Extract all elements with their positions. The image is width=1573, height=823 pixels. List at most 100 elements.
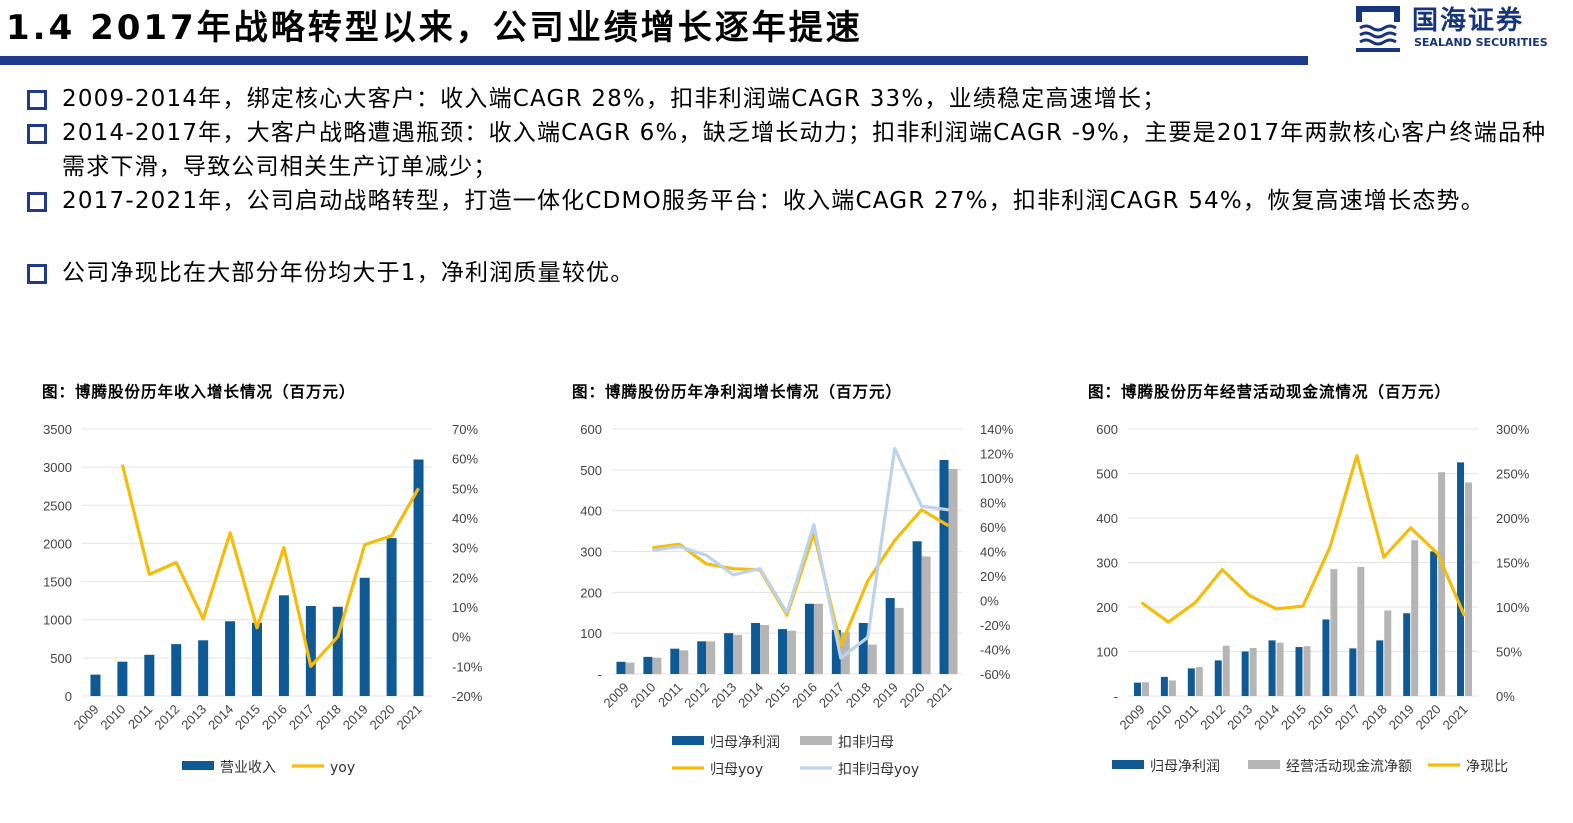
bullet-square-icon bbox=[27, 264, 47, 284]
line-扣非归母yoy bbox=[652, 447, 949, 660]
legend-label: 归母净利润 bbox=[1150, 758, 1220, 775]
legend-swatch-归母净利润 bbox=[1112, 760, 1144, 769]
bar-归母净利润 bbox=[804, 603, 814, 674]
x-tick-label: 2015 bbox=[1278, 702, 1309, 733]
legend-label: 净现比 bbox=[1466, 759, 1508, 775]
x-tick-label: 2016 bbox=[1305, 702, 1336, 733]
bar-扣非归母 bbox=[679, 650, 689, 674]
bar-归母净利润 bbox=[751, 622, 761, 674]
y-tick-label: 200 bbox=[1096, 600, 1118, 615]
x-tick-label: 2020 bbox=[897, 680, 928, 711]
bar-经营活动现金流净额 bbox=[1195, 667, 1203, 696]
x-tick-label: 2010 bbox=[1143, 702, 1174, 733]
legend-swatch-营业收入 bbox=[182, 761, 214, 770]
y2-tick-label: 70% bbox=[452, 422, 478, 437]
sealand-logo-icon bbox=[1356, 6, 1400, 52]
x-tick-label: 2015 bbox=[232, 702, 263, 733]
bar-扣非归母 bbox=[787, 630, 796, 674]
y-tick-label: 600 bbox=[580, 422, 602, 437]
bar-归母净利润 bbox=[1430, 551, 1438, 696]
legend-swatch-扣非归母 bbox=[800, 736, 832, 745]
bar-归母净利润 bbox=[831, 629, 841, 674]
company-logo: 国海证券 SEALAND SECURITIES bbox=[1352, 2, 1567, 54]
bar-营业收入 bbox=[144, 654, 155, 696]
bar-扣非归母 bbox=[625, 662, 635, 674]
y2-tick-label: 50% bbox=[1496, 645, 1522, 660]
chart-title: 图：博腾股份历年收入增长情况（百万元） bbox=[42, 383, 356, 401]
x-tick-label: 2021 bbox=[924, 680, 955, 711]
y2-tick-label: 300% bbox=[1496, 422, 1530, 437]
page-title: 1.4 2017年战略转型以来，公司业绩增长逐年提速 bbox=[6, 8, 863, 48]
x-tick-label: 2014 bbox=[1251, 702, 1282, 733]
y-tick-label: 500 bbox=[580, 463, 602, 478]
bullet-item: 2009-2014年，绑定核心大客户：收入端CAGR 28%，扣非利润端CAGR… bbox=[26, 82, 1566, 116]
y-tick-label: 1500 bbox=[43, 575, 72, 590]
bar-归母净利润 bbox=[1187, 668, 1195, 696]
y2-tick-label: 20% bbox=[452, 570, 478, 585]
bar-扣非归母 bbox=[894, 607, 904, 674]
x-tick-label: 2018 bbox=[1359, 702, 1390, 733]
bullet-text: 公司净现比在大部分年份均大于1，净利润质量较优。 bbox=[62, 260, 635, 286]
y2-tick-label: 40% bbox=[452, 511, 478, 526]
y-tick-label: 400 bbox=[1096, 511, 1118, 526]
y2-tick-label: -40% bbox=[980, 643, 1011, 658]
bar-归母净利润 bbox=[697, 641, 707, 674]
revenue-chart-panel: 图：博腾股份历年收入增长情况（百万元） 0 500 1000 1500 2000 2500… bbox=[42, 380, 562, 800]
y-tick-label: 2000 bbox=[43, 536, 72, 551]
revenue-chart: 0 500 1000 1500 2000 2500 3000 3500 -20% -10% 0% 10… bbox=[43, 422, 483, 776]
y-tick-label: 300 bbox=[580, 545, 602, 560]
logo-english-name: SEALAND SECURITIES bbox=[1414, 36, 1548, 49]
y2-tick-label: -20% bbox=[452, 689, 483, 704]
y2-tick-label: 250% bbox=[1496, 467, 1530, 482]
y2-tick-label: 140% bbox=[980, 422, 1014, 437]
line-yoy bbox=[120, 464, 420, 668]
x-tick-label: 2009 bbox=[71, 702, 102, 733]
legend-label: 扣非归母yoy bbox=[838, 761, 919, 778]
y-tick-label: 100 bbox=[580, 626, 602, 641]
bar-归母净利润 bbox=[1241, 651, 1249, 696]
y-tick-label: - bbox=[1114, 689, 1118, 704]
x-tick-label: 2012 bbox=[681, 680, 712, 711]
chart-title: 图：博腾股份历年经营活动现金流情况（百万元） bbox=[1088, 383, 1452, 401]
x-tick-label: 2013 bbox=[708, 680, 739, 711]
bar-归母净利润 bbox=[1133, 682, 1141, 696]
y-tick-label: 400 bbox=[580, 504, 602, 519]
y2-tick-label: -60% bbox=[980, 667, 1011, 682]
bar-经营活动现金流净额 bbox=[1411, 540, 1419, 696]
x-tick-label: 2009 bbox=[1117, 702, 1148, 733]
x-tick-label: 2016 bbox=[789, 680, 820, 711]
x-tick-label: 2012 bbox=[151, 702, 182, 733]
bar-归母净利润 bbox=[643, 656, 653, 674]
bar-经营活动现金流净额 bbox=[1384, 610, 1392, 696]
bar-归母净利润 bbox=[1322, 619, 1330, 696]
bar-营业收入 bbox=[305, 605, 316, 696]
y2-tick-label: -20% bbox=[980, 618, 1011, 633]
x-tick-label: 2017 bbox=[1332, 702, 1363, 733]
y2-tick-label: 120% bbox=[980, 447, 1014, 462]
x-tick-label: 2012 bbox=[1197, 702, 1228, 733]
x-tick-label: 2013 bbox=[1224, 702, 1255, 733]
net-profit-chart-panel: 图：博腾股份历年净利润增长情况（百万元） - 100 200 300 400 500 600… bbox=[572, 380, 1092, 800]
line-净现比 bbox=[1140, 454, 1466, 624]
legend-label: 营业收入 bbox=[220, 760, 276, 776]
y-tick-label: 100 bbox=[1096, 645, 1118, 660]
x-tick-label: 2020 bbox=[1413, 702, 1444, 733]
line-归母yoy bbox=[652, 508, 950, 648]
net-profit-chart: - 100 200 300 400 500 600 -60% -40% -20% 0% 20% 40% 6… bbox=[580, 422, 1014, 778]
y2-tick-label: 100% bbox=[1496, 600, 1530, 615]
bar-归母净利润 bbox=[939, 460, 949, 674]
logo-chinese-name: 国海证券 bbox=[1412, 6, 1525, 36]
y2-tick-label: 80% bbox=[980, 496, 1006, 511]
legend-swatch-归母净利润 bbox=[672, 736, 704, 745]
title-underline bbox=[0, 56, 1308, 65]
bar-归母净利润 bbox=[885, 598, 895, 674]
bar-归母净利润 bbox=[912, 541, 922, 674]
bar-经营活动现金流净额 bbox=[1168, 680, 1176, 696]
bar-归母净利润 bbox=[724, 633, 734, 674]
y2-tick-label: 150% bbox=[1496, 556, 1530, 571]
legend-label: 归母yoy bbox=[710, 761, 763, 778]
bar-归母净利润 bbox=[778, 629, 787, 674]
y2-tick-label: 20% bbox=[980, 569, 1006, 584]
bar-经营活动现金流净额 bbox=[1465, 482, 1473, 696]
y-tick-label: 3500 bbox=[43, 422, 72, 437]
